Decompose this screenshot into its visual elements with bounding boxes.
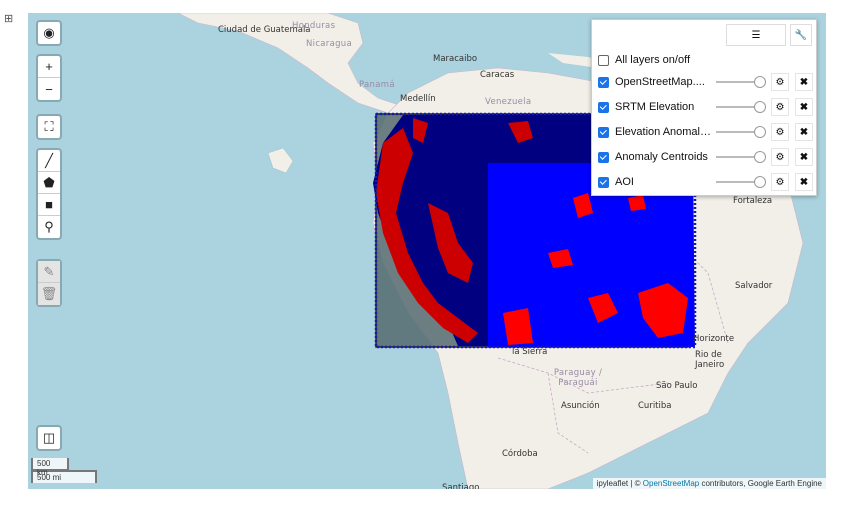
marker-icon[interactable]: ⚲ [44, 219, 54, 234]
label-venezuela: Venezuela [485, 97, 532, 107]
slider-knob[interactable] [754, 176, 766, 188]
layer-row: AOI ⚙ ✖ [598, 172, 813, 192]
elevation-anomalies [376, 118, 533, 343]
slider-knob[interactable] [754, 101, 766, 113]
all-layers-label: All layers on/off [615, 54, 691, 66]
galapagos-islands [267, 147, 294, 174]
opacity-slider[interactable] [716, 101, 766, 113]
label-maracaibo: Maracaibo [433, 54, 478, 64]
close-icon[interactable]: ✖ [795, 123, 813, 141]
layer-name: Elevation Anomalies [615, 126, 713, 138]
basemap-tiles [177, 13, 804, 489]
layer-row: SRTM Elevation ⚙ ✖ [598, 97, 813, 117]
border-lines [497, 212, 729, 454]
srtm-elevation-dark [373, 114, 598, 346]
label-paraguay: Paraguay / Paraguái [553, 368, 603, 388]
panel-tabs: ☰ 🔧 [726, 24, 812, 46]
label-sao-paulo: São Paulo [656, 381, 698, 391]
opacity-slider[interactable] [716, 151, 766, 163]
close-icon[interactable]: ✖ [795, 98, 813, 116]
layer-name: SRTM Elevation [615, 101, 695, 113]
close-icon[interactable]: ✖ [795, 148, 813, 166]
wrench-icon[interactable]: 🔧 [790, 24, 812, 46]
opacity-slider[interactable] [716, 126, 766, 138]
label-cordoba: Córdoba [502, 449, 538, 459]
opacity-slider[interactable] [716, 76, 766, 88]
gear-icon[interactable]: ⚙ [771, 98, 789, 116]
close-icon[interactable]: ✖ [795, 73, 813, 91]
label-asuncion: Asunción [561, 401, 600, 411]
gear-icon[interactable]: ⚙ [771, 123, 789, 141]
label-honduras: Honduras [292, 21, 336, 31]
label-la-sierra: la Sierra [512, 347, 548, 357]
slider-knob[interactable] [754, 126, 766, 138]
rectangle-icon[interactable]: ■ [38, 194, 60, 216]
label-curitiba: Curitiba [638, 401, 672, 411]
fullscreen-control: ⛶ [36, 114, 62, 140]
scale-bar: 500 km 500 mi [31, 458, 97, 483]
all-layers-checkbox[interactable] [598, 54, 609, 66]
layers-tab-icon[interactable]: ☰ [726, 24, 786, 46]
polygon-icon[interactable]: ⬟ [38, 172, 60, 194]
polyline-icon[interactable]: ╱ [38, 150, 60, 172]
label-fortaleza: Fortaleza [733, 196, 773, 206]
layer-row: OpenStreetMap.... ⚙ ✖ [598, 72, 813, 92]
layer-visibility-checkbox[interactable] [598, 151, 609, 163]
opacity-slider[interactable] [716, 176, 766, 188]
zoom-control: + − [36, 54, 62, 102]
trash-icon[interactable]: 🗑 [38, 283, 60, 305]
osm-link[interactable]: OpenStreetMap [642, 479, 700, 488]
layer-manager-panel: ☰ 🔧 All layers on/off OpenStreetMap.... … [591, 19, 817, 196]
label-rio: Rio de Janeiro [695, 350, 725, 370]
label-medellin: Medellín [400, 94, 436, 104]
attribution-suffix: contributors, Google Earth Engine [699, 479, 822, 488]
fullscreen-icon[interactable]: ⛶ [44, 119, 54, 134]
layer-name: AOI [615, 176, 634, 188]
split-map-control: ◫ [36, 425, 62, 451]
split-map-icon[interactable]: ◫ [42, 430, 56, 445]
layer-visibility-checkbox[interactable] [598, 101, 609, 113]
gear-icon[interactable]: ⚙ [771, 73, 789, 91]
elevation-anomalies-east [503, 193, 688, 345]
label-panama: Panamá [359, 80, 395, 90]
label-caracas: Caracas [480, 70, 515, 80]
map-attribution: ipyleaflet | © OpenStreetMap contributor… [592, 478, 826, 489]
gear-icon[interactable]: ⚙ [771, 173, 789, 191]
slider-knob[interactable] [754, 76, 766, 88]
label-salvador: Salvador [735, 281, 773, 291]
edit-toolbar: ✎ 🗑 [36, 259, 62, 307]
slider-knob[interactable] [754, 151, 766, 163]
all-layers-toggle[interactable]: All layers on/off [598, 50, 810, 70]
collapse-toggle-icon[interactable]: ⊞ [4, 13, 14, 25]
close-icon[interactable]: ✖ [795, 173, 813, 191]
layer-visibility-checkbox[interactable] [598, 176, 609, 188]
layer-row: Elevation Anomalies ⚙ ✖ [598, 122, 813, 142]
layer-row: Anomaly Centroids ⚙ ✖ [598, 147, 813, 167]
draw-toolbar: ╱ ⬟ ■ ⚲ [36, 148, 62, 240]
layer-visibility-checkbox[interactable] [598, 126, 609, 138]
layer-name: OpenStreetMap.... [615, 76, 705, 88]
label-santiago: Santiago [442, 483, 480, 489]
zoom-in-button[interactable]: + [38, 56, 60, 78]
label-guatemala: Ciudad de Guatemala [218, 25, 311, 35]
scale-imperial: 500 mi [31, 470, 97, 483]
label-horizonte: Horizonte [693, 334, 735, 344]
basemap-control: ◉ [36, 20, 62, 46]
label-nicaragua: Nicaragua [306, 39, 352, 49]
edit-icon[interactable]: ✎ [38, 261, 60, 283]
globe-icon[interactable]: ◉ [43, 25, 55, 40]
layer-name: Anomaly Centroids [615, 151, 708, 163]
attribution-prefix: ipyleaflet | © [596, 479, 643, 488]
gear-icon[interactable]: ⚙ [771, 148, 789, 166]
layer-visibility-checkbox[interactable] [598, 76, 609, 88]
zoom-out-button[interactable]: − [45, 81, 53, 97]
